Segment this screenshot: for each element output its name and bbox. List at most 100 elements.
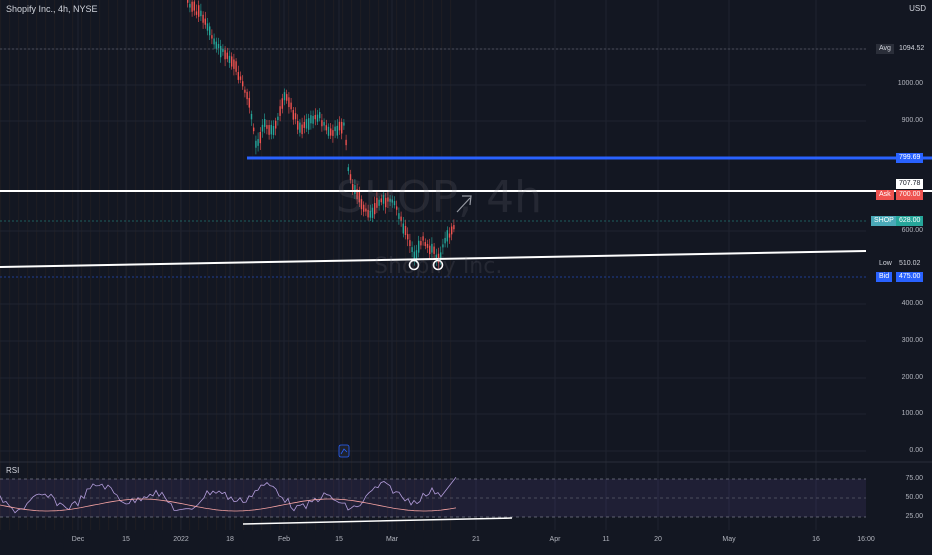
session-stripe (261, 0, 263, 530)
candle-body (239, 76, 242, 80)
time-axis-label: Dec (71, 536, 85, 543)
candle-body (448, 233, 451, 238)
candle-body (189, 3, 191, 8)
candle-body (220, 45, 222, 58)
candle-body (374, 203, 376, 215)
session-stripe (171, 0, 173, 530)
candle-body (451, 226, 453, 235)
time-axis-label: 16 (812, 536, 820, 543)
candle-body (321, 120, 323, 127)
candle-body (424, 242, 426, 247)
candle-body (195, 11, 198, 15)
session-stripe (234, 0, 236, 530)
session-stripe (18, 0, 20, 530)
time-axis-label: 16:00 (857, 536, 875, 543)
candle-body (222, 48, 224, 52)
currency-label[interactable]: USD (909, 4, 926, 13)
candle-body (347, 167, 349, 172)
price-axis-label: 0.00 (909, 447, 923, 454)
candle-body (301, 124, 303, 135)
session-stripe (243, 0, 245, 530)
candle-body (415, 250, 418, 260)
bid-tag-label: Bid (876, 272, 893, 282)
session-stripe (162, 0, 164, 530)
candle-body (248, 97, 250, 108)
candle-body (250, 113, 253, 120)
candle-body (376, 197, 378, 208)
white-line-tag: 707.78 (896, 179, 924, 189)
session-stripe (396, 0, 398, 530)
time-axis-label: 15 (335, 536, 343, 543)
candle-body (367, 209, 369, 218)
rsi-title[interactable]: RSI (6, 466, 20, 475)
candle-body (371, 207, 374, 218)
candle-body (336, 125, 338, 136)
candle-body (433, 246, 435, 254)
rsi-trendline[interactable] (242, 517, 513, 525)
candle-body (422, 236, 424, 241)
session-stripe (360, 0, 362, 530)
mini-chart-icon[interactable] (338, 444, 350, 458)
candle-body (233, 59, 235, 69)
time-axis-label: 2022 (173, 536, 189, 543)
session-stripe (333, 0, 335, 530)
candle-body (209, 26, 211, 36)
time-axis-label: 21 (472, 536, 480, 543)
candle-body (442, 244, 444, 248)
ask-tag-label: Ask (876, 190, 894, 200)
candle-body (235, 61, 237, 72)
candle-body (310, 115, 312, 124)
candle-body (264, 118, 266, 127)
candle-body (211, 35, 213, 39)
candle-body (213, 38, 215, 45)
candle-body (360, 199, 363, 210)
candle-body (308, 118, 310, 130)
symbol-title[interactable]: Shopify Inc., 4h, NYSE (6, 4, 98, 14)
candle-body (396, 206, 398, 210)
candle-body (338, 121, 341, 131)
candle-body (237, 72, 239, 80)
candle-body (389, 198, 391, 202)
candle-body (257, 139, 259, 146)
candle-body (200, 10, 202, 17)
candle-body (228, 55, 231, 63)
price-axis-label: 100.00 (901, 410, 923, 417)
candle-body (224, 50, 226, 60)
candle-body (369, 210, 371, 218)
candle-body (345, 139, 347, 146)
candle-body (440, 252, 442, 259)
candle-body (226, 52, 228, 59)
session-stripe (441, 0, 443, 530)
rsi-ma-line (0, 498, 457, 512)
candle-body (231, 56, 233, 67)
candle-body (206, 23, 209, 31)
candle-body (411, 247, 413, 253)
candle-body (272, 125, 275, 135)
candle-body (286, 94, 288, 101)
candle-body (305, 119, 308, 129)
candle-body (402, 223, 404, 234)
session-stripe (432, 0, 434, 530)
projection-arrow (456, 195, 472, 213)
candle-body (215, 41, 217, 49)
session-stripe (288, 0, 290, 530)
candle-body (356, 189, 358, 200)
candle-body (431, 243, 433, 253)
session-stripe (351, 0, 353, 530)
price-axis-label: 900.00 (901, 117, 923, 124)
session-stripe (450, 0, 452, 530)
time-axis-label: Feb (277, 536, 291, 543)
candle-body (314, 114, 316, 120)
avg-tag-label: Avg (876, 44, 894, 54)
session-stripe (324, 0, 326, 530)
session-stripe (414, 0, 416, 530)
candle-body (418, 240, 420, 253)
candle-body (380, 198, 382, 203)
support-trendline[interactable] (0, 250, 867, 268)
session-stripe (0, 0, 2, 530)
candle-body (358, 191, 360, 203)
session-stripe (342, 0, 344, 530)
time-axis-label: Mar (385, 536, 399, 543)
